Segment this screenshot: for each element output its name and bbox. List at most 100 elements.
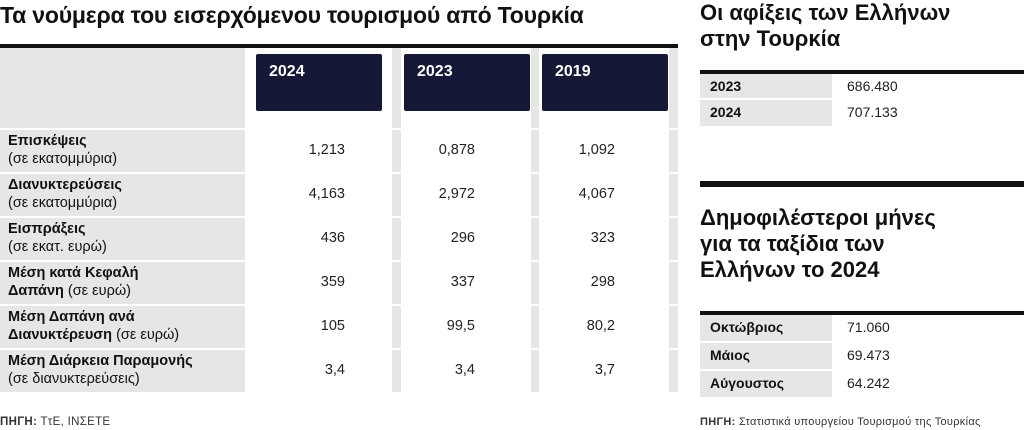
month-value-cell [832, 343, 1024, 369]
row-sublabel-bold: Διανυκτέρευση [8, 327, 113, 343]
month-row-separator [700, 341, 1024, 343]
month-label: Οκτώβριος [710, 319, 784, 335]
row-unit: (σε εκατ. ευρώ) [8, 239, 107, 255]
row-separator [0, 216, 678, 218]
row-unit: (σε ευρώ) [116, 327, 180, 343]
value-cell [539, 350, 669, 392]
column-header-2023: 2023 [404, 54, 530, 111]
month-row: Αύγουστος 64.242 [700, 371, 1024, 397]
row-value-2019: 1,092 [578, 142, 615, 158]
value-cell [539, 262, 669, 304]
row-value-2019: 4,067 [578, 186, 615, 202]
arrivals-year: 2024 [710, 104, 742, 120]
month-row-separator [700, 369, 1024, 371]
row-sublabel: (σε εκατ. ευρώ) [8, 239, 107, 255]
row-label: Μέση Δαπάνη ανά [8, 309, 135, 325]
row-value-2023: 3,4 [454, 362, 475, 378]
table-row: Επισκέψεις (σε εκατομμύρια) 1,213 0,878 1,09… [0, 130, 678, 172]
left-table-title: Τα νούμερα του εισερχόμενου τουρισμού απ… [0, 2, 584, 28]
left-top-rule [0, 44, 678, 48]
value-cell [401, 218, 531, 260]
header-gap-1 [392, 48, 401, 128]
row-value-2023: 0,878 [438, 142, 475, 158]
arrivals-value-cell [832, 100, 1024, 126]
right-source: ΠΗΓΗ: Στατιστικά υπουργείου Τουρισμού τη… [700, 416, 981, 428]
month-label: Αύγουστος [710, 375, 785, 391]
months-title-line2: για τα ταξίδια των [700, 231, 885, 256]
row-value-2019: 298 [590, 274, 615, 290]
row-label: Εισπράξεις [8, 221, 86, 237]
row-value-2024: 3,4 [324, 362, 345, 378]
left-source-text: ΤτΕ, ΙΝΣΕΤΕ [40, 416, 111, 428]
row-value-2023: 296 [450, 230, 475, 246]
value-cell [539, 130, 669, 172]
month-row: Οκτώβριος 71.060 [700, 315, 1024, 341]
right-source-label: ΠΗΓΗ: [700, 416, 736, 428]
value-cell [539, 306, 669, 348]
row-separator [0, 348, 678, 350]
column-header-2019: 2019 [542, 54, 668, 111]
header-gap-3 [669, 48, 678, 128]
row-value-2024: 1,213 [308, 142, 345, 158]
value-cell [401, 174, 531, 216]
row-sublabel: (σε διανυκτερεύσεις) [8, 371, 140, 387]
row-value-2019: 3,7 [594, 362, 615, 378]
value-cell [401, 306, 531, 348]
arrivals-row: 2023 686.480 [700, 74, 1024, 98]
table-row: Διανυκτερεύσεις (σε εκατομμύρια) 4,163 2,97… [0, 174, 678, 216]
value-cell [245, 262, 392, 304]
arrivals-title-line1: Οι αφίξεις των Ελλήνων [700, 0, 951, 25]
left-source: ΠΗΓΗ: ΤτΕ, ΙΝΣΕΤΕ [0, 416, 110, 428]
table-row: Μέση Δαπάνη ανά Διανυκτέρευση (σε ευρώ) 10… [0, 306, 678, 348]
table-row: Εισπράξεις (σε εκατ. ευρώ) 436 296 323 [0, 218, 678, 260]
header-gap-2 [531, 48, 539, 128]
row-sublabel: (σε εκατομμύρια) [8, 151, 117, 167]
header-label-cell [0, 48, 245, 128]
row-sublabel: Διανυκτέρευση (σε ευρώ) [8, 327, 179, 343]
right-source-text: Στατιστικά υπουργείου Τουρισμού της Τουρ… [738, 416, 981, 428]
month-value-cell [832, 371, 1024, 397]
row-value-2024: 359 [320, 274, 345, 290]
row-sublabel: (σε εκατομμύρια) [8, 195, 117, 211]
value-cell [401, 350, 531, 392]
value-cell [539, 174, 669, 216]
value-cell [245, 350, 392, 392]
row-value-2024: 105 [320, 318, 345, 334]
arrivals-value: 707.133 [847, 104, 898, 120]
row-value-2023: 337 [450, 274, 475, 290]
row-unit: (σε εκατομμύρια) [8, 151, 118, 167]
arrivals-value-cell [832, 74, 1024, 98]
row-value-2023: 99,5 [446, 318, 475, 334]
row-label: Διανυκτερεύσεις [8, 177, 122, 193]
row-value-2019: 80,2 [586, 318, 615, 334]
month-value: 64.242 [847, 375, 890, 391]
arrivals-row-sep [700, 98, 1024, 100]
arrivals-row: 2024 707.133 [700, 100, 1024, 126]
arrivals-year: 2023 [710, 78, 742, 94]
month-label: Μάιος [710, 347, 750, 363]
row-unit: (σε εκατομμύρια) [8, 195, 118, 211]
value-cell [539, 218, 669, 260]
month-row: Μάιος 69.473 [700, 343, 1024, 369]
row-value-2024: 436 [320, 230, 345, 246]
row-value-2024: 4,163 [308, 186, 345, 202]
value-cell [401, 262, 531, 304]
months-title: Δημοφιλέστεροι μήνες για τα ταξίδια των … [700, 205, 936, 283]
month-value-cell [832, 315, 1024, 341]
arrivals-rule [700, 70, 1024, 74]
month-value: 69.473 [847, 347, 890, 363]
row-value-2023: 2,972 [438, 186, 475, 202]
row-unit: (σε ευρώ) [67, 283, 131, 299]
month-value: 71.060 [847, 319, 890, 335]
row-label: Μέση Διάρκεια Παραμονής [8, 353, 193, 369]
row-separator [0, 304, 678, 306]
row-sublabel-bold: Δαπάνη [8, 283, 64, 299]
row-label: Επισκέψεις [8, 133, 87, 149]
value-cell [245, 218, 392, 260]
table-row: Μέση κατά Κεφαλή Δαπάνη (σε ευρώ) 359 337 29… [0, 262, 678, 304]
months-title-line1: Δημοφιλέστεροι μήνες [700, 205, 936, 230]
row-unit: (σε διανυκτερεύσεις) [8, 371, 140, 387]
months-rule [700, 311, 1024, 315]
table-row: Μέση Διάρκεια Παραμονής (σε διανυκτερεύσε… [0, 350, 678, 392]
arrivals-title: Οι αφίξεις των Ελλήνων στην Τουρκία [700, 0, 950, 52]
